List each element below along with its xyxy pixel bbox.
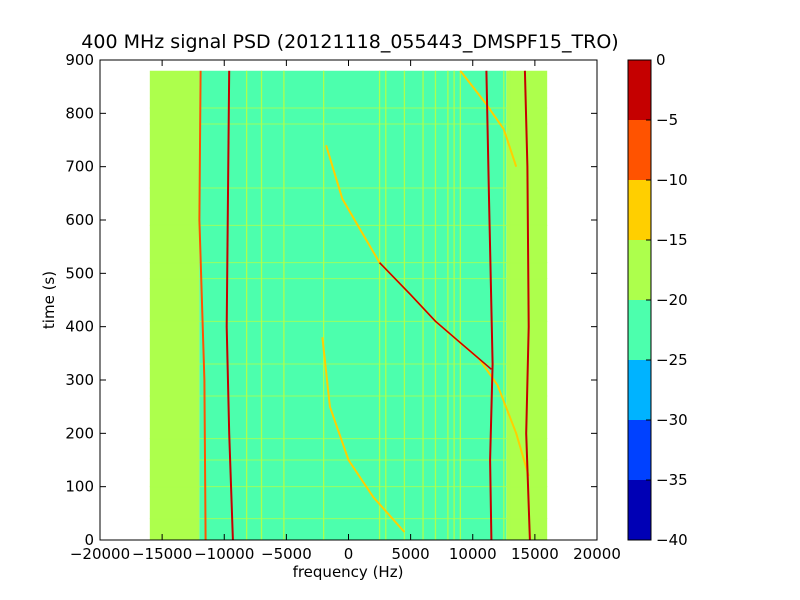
y-tick-label: 200 bbox=[65, 424, 94, 442]
x-axis-label: frequency (Hz) bbox=[293, 563, 404, 581]
colorbar-tick-label: −10 bbox=[656, 171, 688, 189]
colorbar-segment bbox=[628, 480, 651, 540]
axes: −20000 −15000 −10000 −5000 0 5000 10000 15000 20… bbox=[65, 51, 621, 563]
doppler-trace-top-trace bbox=[459, 70, 518, 168]
y-tick-label: 400 bbox=[65, 318, 94, 336]
colorbar-segment bbox=[628, 300, 651, 360]
doppler-trace-lower-trace bbox=[321, 337, 406, 533]
y-tick-label: 300 bbox=[65, 371, 94, 389]
heatmap-image bbox=[149, 70, 548, 541]
colorbar-tick-label: 0 bbox=[656, 51, 666, 69]
y-tick-label: 100 bbox=[65, 478, 94, 496]
x-tick-label: −5000 bbox=[261, 545, 312, 563]
x-tick-label: 15000 bbox=[511, 545, 559, 563]
colorbar-segment bbox=[628, 360, 651, 420]
y-tick-label: 500 bbox=[65, 264, 94, 282]
carrier-strong-right-1 bbox=[485, 70, 494, 541]
colorbar-segment bbox=[628, 180, 651, 240]
colorbar-tick-label: −30 bbox=[656, 411, 688, 429]
colorbar-tick-label: −35 bbox=[656, 471, 688, 489]
x-tick-label: 0 bbox=[344, 545, 354, 563]
y-tick-label: 700 bbox=[65, 158, 94, 176]
colorbar: −40 −35 −30 −25 −20 −15 −10 −5 0 bbox=[627, 51, 688, 549]
x-tick-label: −20000 bbox=[70, 545, 130, 563]
y-axis-label: time (s) bbox=[40, 271, 58, 329]
y-tick-label: 800 bbox=[65, 104, 94, 122]
x-tick-label: −10000 bbox=[194, 545, 254, 563]
carrier-weak-left bbox=[198, 70, 207, 541]
y-tick-label: 0 bbox=[84, 531, 94, 549]
doppler-trace-strong-segment bbox=[379, 262, 492, 370]
colorbar-tick-label: −40 bbox=[656, 531, 688, 549]
x-tick-label: 20000 bbox=[573, 545, 621, 563]
carrier-strong-left bbox=[225, 70, 234, 541]
carrier-strong-right-2 bbox=[523, 70, 531, 541]
background-band-0 bbox=[149, 70, 200, 541]
colorbar-tick-label: −25 bbox=[656, 351, 688, 369]
colorbar-segment bbox=[628, 120, 651, 180]
x-tick-label: −15000 bbox=[132, 545, 192, 563]
chart-title: 400 MHz signal PSD (20121118_055443_DMSP… bbox=[81, 31, 618, 53]
background-band-1 bbox=[199, 70, 507, 541]
colorbar-tick-label: −5 bbox=[656, 111, 678, 129]
x-tick-label: 5000 bbox=[392, 545, 430, 563]
colorbar-tick-label: −15 bbox=[656, 231, 688, 249]
colorbar-segment bbox=[628, 240, 651, 300]
y-tick-label: 600 bbox=[65, 211, 94, 229]
plot-area bbox=[149, 70, 548, 541]
colorbar-tick-label: −20 bbox=[656, 291, 688, 309]
colorbar-segment bbox=[628, 420, 651, 480]
colorbar-segment bbox=[628, 60, 651, 120]
y-tick-label: 900 bbox=[65, 51, 94, 69]
x-tick-label: 10000 bbox=[449, 545, 497, 563]
